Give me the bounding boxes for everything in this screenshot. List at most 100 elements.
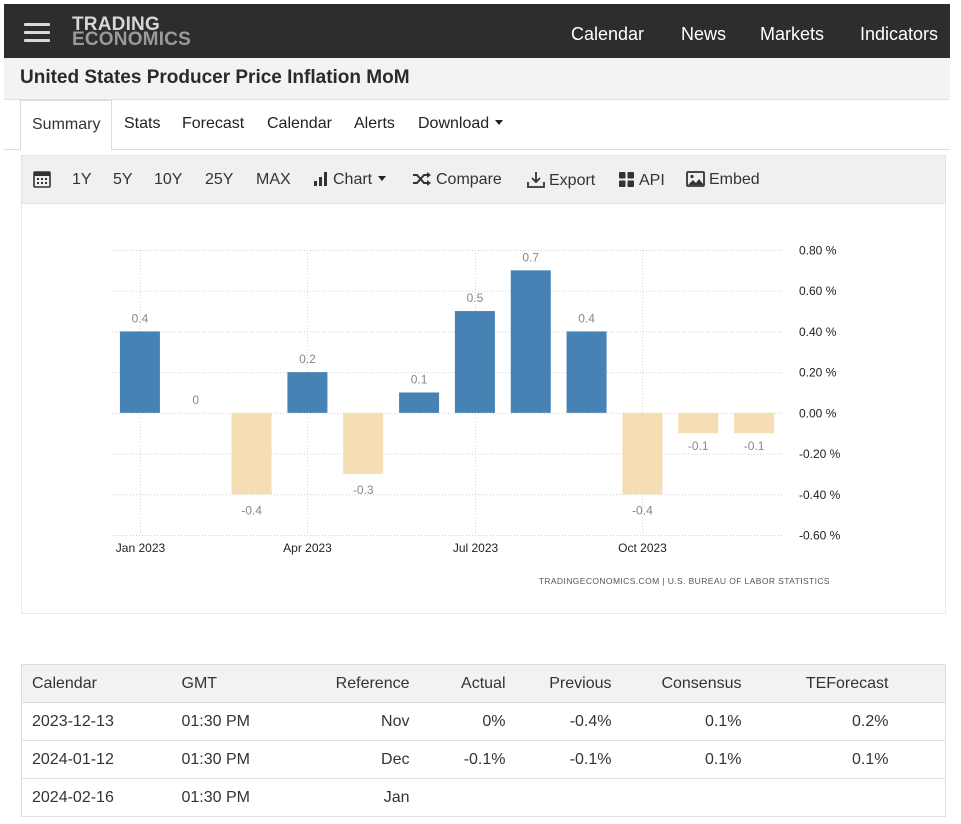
bar [399, 392, 440, 413]
x-tick-label: Apr 2023 [283, 541, 332, 555]
y-tick-label: -0.60 % [799, 529, 841, 543]
top-nav-bar: TRADING ECONOMICS Calendar News Markets … [4, 4, 950, 58]
bar [119, 331, 160, 413]
table-row[interactable]: 2024-02-16 01:30 PM Jan [21, 778, 946, 817]
tab-alerts[interactable]: Alerts [354, 115, 395, 132]
compare-button[interactable]: Compare [412, 171, 502, 189]
chevron-down-icon [378, 175, 387, 181]
image-icon [686, 171, 705, 187]
bar-value-label: 0.1 [411, 373, 428, 387]
cell-actual [409, 778, 506, 817]
bar-value-label: 0.5 [467, 291, 484, 305]
bar [678, 412, 719, 434]
bar-value-label: -0.1 [688, 439, 709, 453]
y-tick-label: 0.80 % [799, 244, 837, 258]
nav-calendar[interactable]: Calendar [571, 24, 645, 44]
header-calendar: Calendar [21, 664, 172, 703]
bar-value-label: 0.2 [299, 352, 316, 366]
y-tick-label: -0.40 % [799, 488, 841, 502]
y-tick-label: 0.20 % [799, 366, 837, 380]
bar-value-label: 0 [192, 393, 199, 407]
header-previous: Previous [505, 664, 612, 703]
header-consensus: Consensus [611, 664, 742, 703]
nav-indicators[interactable]: Indicators [860, 24, 939, 44]
tab-summary[interactable]: Summary [20, 100, 113, 151]
cell-spacer [888, 702, 946, 741]
site-logo[interactable]: TRADING ECONOMICS [72, 15, 191, 50]
nav-news[interactable]: News [681, 24, 727, 44]
table-row[interactable]: 2024-01-12 01:30 PM Dec -0.1% -0.1% 0.1%… [21, 740, 946, 779]
cell-spacer [888, 740, 946, 779]
export-button[interactable]: Export [527, 171, 595, 190]
calendar-table: Calendar GMT Reference Actual Previous C… [21, 664, 946, 817]
chart-type-label: Chart [333, 171, 373, 188]
chevron-down-icon [495, 119, 504, 125]
cell-gmt: 01:30 PM [171, 778, 292, 817]
bar-value-label: 0.4 [578, 311, 595, 325]
bar [231, 412, 272, 495]
bar [287, 372, 328, 413]
tab-bar: Summary Stats Forecast Calendar Alerts D… [4, 100, 950, 151]
ppi-bar-chart: 0.80 % 0.60 % 0.40 % 0.20 % 0.00 % -0.20 % -0.… [112, 244, 841, 586]
logo-line-2: ECONOMICS [72, 29, 191, 50]
range-10y-button[interactable]: 10Y [154, 171, 183, 188]
cell-consensus: 0.1% [611, 702, 742, 741]
cell-date: 2023-12-13 [21, 702, 172, 741]
chart-type-button[interactable]: Chart [313, 171, 387, 189]
grid-icon [619, 172, 634, 187]
bar [510, 270, 551, 413]
range-max-button[interactable]: MAX [256, 171, 291, 188]
bar-chart-icon [314, 172, 327, 186]
nav-markets[interactable]: Markets [760, 24, 825, 44]
chart-source: TRADINGECONOMICS.COM | U.S. BUREAU OF LA… [539, 576, 830, 586]
download-icon [527, 172, 545, 188]
x-tick-label: Oct 2023 [618, 541, 667, 555]
tab-download[interactable]: Download [418, 115, 504, 133]
cell-spacer [888, 778, 946, 817]
cell-reference: Dec [291, 740, 410, 779]
bar-value-label: -0.4 [632, 503, 653, 517]
api-button[interactable]: API [618, 171, 665, 190]
bar [454, 311, 495, 413]
cell-date: 2024-01-12 [21, 740, 172, 779]
api-label: API [639, 172, 665, 189]
cell-teforecast: 0.1% [741, 740, 889, 779]
bar [734, 412, 775, 434]
bar-value-label: 0.7 [522, 250, 539, 264]
cell-gmt: 01:30 PM [171, 702, 292, 741]
y-tick-label: -0.20 % [799, 447, 841, 461]
chart-toolbar: 1Y 5Y 10Y 25Y MAX Chart Compare Export A… [21, 155, 946, 204]
cell-previous: -0.1% [505, 740, 612, 779]
cell-previous: -0.4% [505, 702, 612, 741]
menu-icon[interactable] [24, 23, 50, 43]
cell-gmt: 01:30 PM [171, 740, 292, 779]
tab-forecast[interactable]: Forecast [182, 115, 245, 132]
title-bar: United States Producer Price Inflation M… [4, 58, 950, 100]
y-tick-label: 0.60 % [799, 284, 837, 298]
header-actual: Actual [409, 664, 506, 703]
cell-consensus: 0.1% [611, 740, 742, 779]
cell-actual: -0.1% [409, 740, 506, 779]
export-label: Export [549, 172, 596, 189]
embed-label: Embed [709, 171, 760, 188]
header-spacer [888, 664, 946, 703]
range-5y-button[interactable]: 5Y [113, 171, 133, 188]
y-tick-label: 0.00 % [799, 406, 837, 420]
x-tick-label: Jul 2023 [453, 541, 499, 555]
range-1y-button[interactable]: 1Y [72, 171, 92, 188]
bar-value-label: -0.3 [353, 483, 374, 497]
header-teforecast: TEForecast [741, 664, 889, 703]
embed-button[interactable]: Embed [686, 171, 760, 189]
table-header-row: Calendar GMT Reference Actual Previous C… [21, 664, 946, 703]
range-25y-button[interactable]: 25Y [205, 171, 234, 188]
tab-calendar[interactable]: Calendar [267, 115, 332, 132]
tab-download-label: Download [418, 115, 490, 132]
shuffle-icon [413, 172, 431, 186]
cell-consensus [611, 778, 742, 817]
tab-stats[interactable]: Stats [124, 115, 161, 132]
calendar-icon[interactable] [33, 170, 51, 193]
page-title: United States Producer Price Inflation M… [20, 67, 410, 88]
cell-previous [505, 778, 612, 817]
table-row[interactable]: 2023-12-13 01:30 PM Nov 0% -0.4% 0.1% 0.… [21, 702, 946, 741]
bar [343, 412, 384, 474]
